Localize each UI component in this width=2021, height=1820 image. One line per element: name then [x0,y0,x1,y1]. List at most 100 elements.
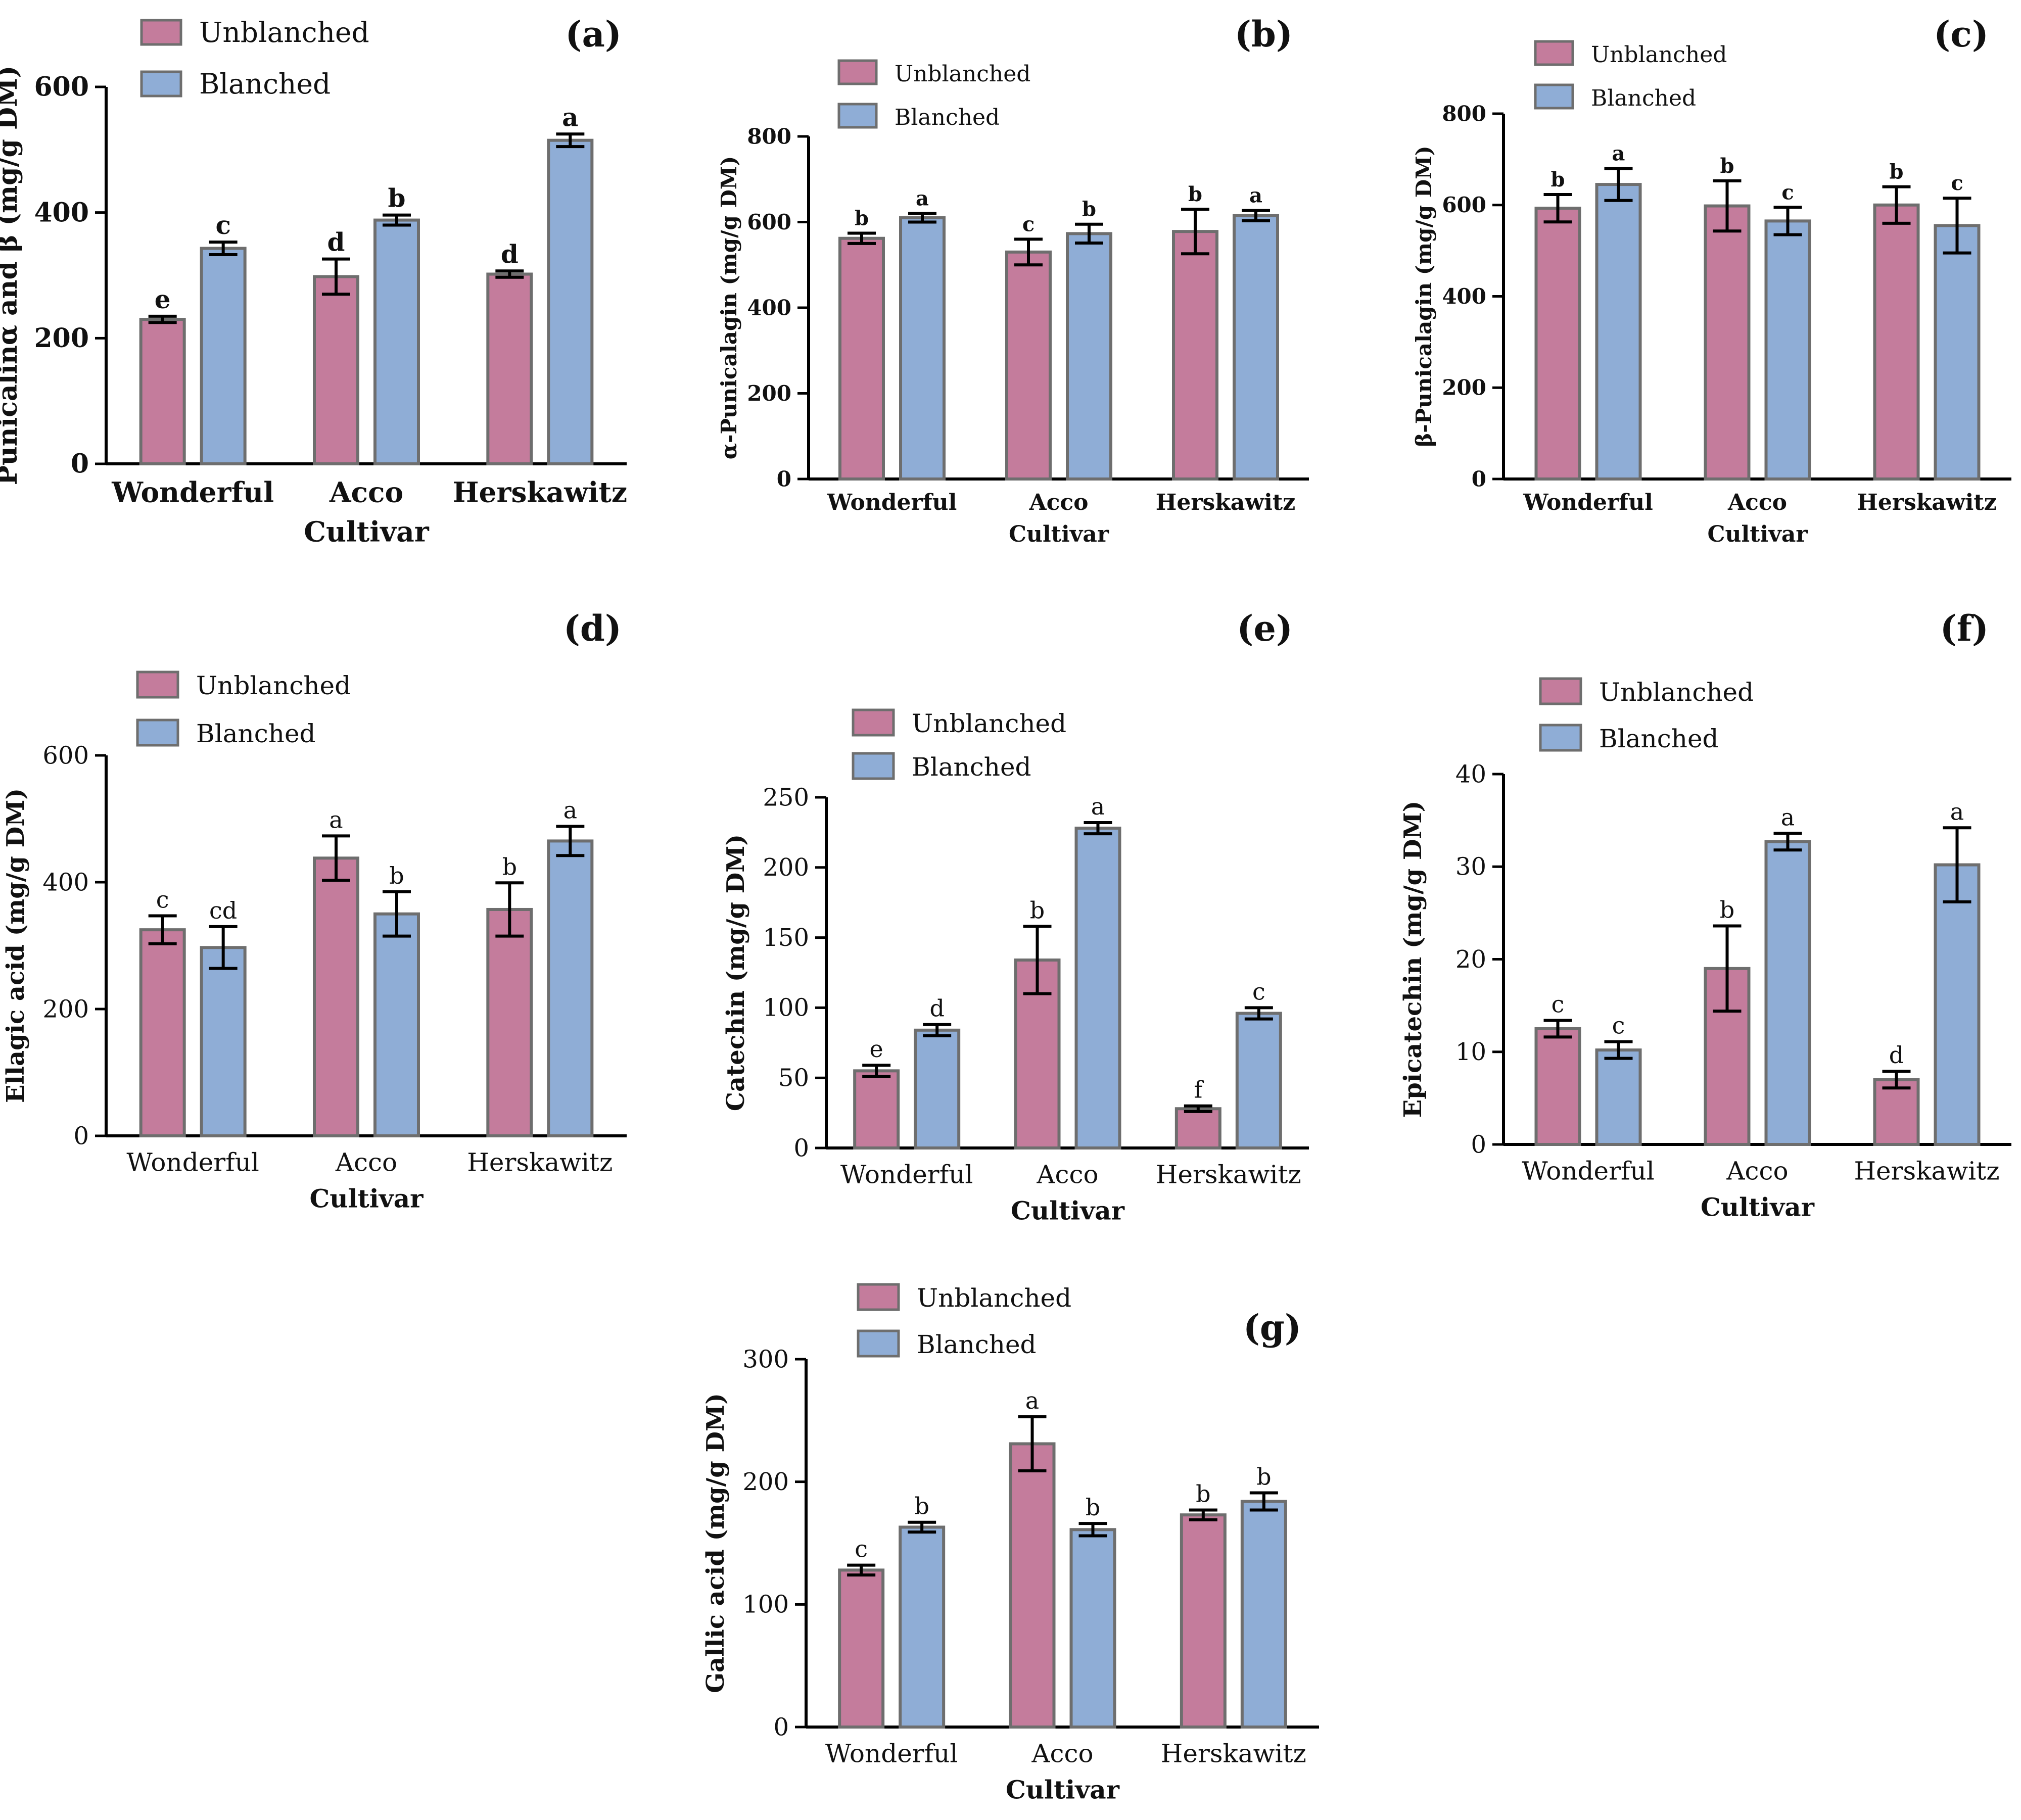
y-tick-label: 0 [1471,1130,1486,1159]
x-tick-label: Wonderful [840,1160,973,1189]
x-axis-label: Cultivar [304,515,430,548]
panel-label: (e) [1237,607,1293,649]
significance-letter: b [1256,1463,1271,1491]
error-bar [1084,821,1112,836]
x-axis-label: Cultivar [309,1184,424,1214]
significance-letter: a [329,806,343,833]
error-bar [1713,924,1742,1013]
bar-blanched-herskawitz [1233,214,1279,481]
panel-label: (c) [1934,13,1989,55]
error-bar [148,314,177,324]
significance-letter: b [1196,1480,1210,1507]
bar-blanched-wonderful [899,1525,946,1729]
bar-unblanched-acco [313,275,359,466]
panel-b: (b) Unblanched Blanched 0 200 400 600 800α-Puni… [717,13,1309,547]
error-bar [1018,1415,1047,1472]
legend-swatch-blanched [837,103,878,129]
error-bar [322,834,350,882]
significance-letter: b [502,853,517,880]
significance-letter: c [1552,990,1565,1018]
error-bar [1773,206,1802,236]
legend-label: Blanched [199,68,331,100]
legend-label: Unblanched [196,671,351,700]
significance-letter: b [389,862,404,889]
x-tick-label: Acco [329,475,403,508]
x-tick-label: Wonderful [825,1739,958,1768]
error-bar [209,241,238,256]
y-axis-label: β-Punicalagin (mg/g DM) [1412,146,1436,447]
y-tick-label: 150 [763,924,809,952]
x-tick-label: Wonderful [1522,1157,1655,1186]
panel-f: (f) Unblanched Blanched 0 10 20 30 40 Epicatechi… [1399,607,2011,1222]
significance-letter: b [1890,160,1904,184]
significance-letter: b [1082,198,1096,221]
error-bar [322,257,350,296]
error-bar [495,881,524,938]
error-bar [1249,1491,1278,1512]
bar-blanched-acco [373,218,420,465]
panel-label: (a) [565,13,622,55]
legend-label: Blanched [895,105,1000,130]
y-axis-label: Punicalinα and β (mg/g DM) [0,66,23,486]
bar-unblanched-wonderful [139,928,186,1137]
significance-letter: a [1091,793,1105,820]
significance-letter: a [1781,803,1795,831]
significance-letter: b [1086,1494,1100,1521]
legend-swatch-unblanched [1539,677,1582,705]
significance-letter: c [855,1536,868,1563]
significance-letter: b [914,1493,929,1520]
y-axis-label: Epicatechin (mg/g DM) [1399,801,1427,1118]
y-tick-label: 0 [777,466,791,491]
significance-letter: b [1030,896,1045,924]
significance-letter: b [1188,182,1202,206]
bar-blanched-wonderful [200,946,247,1137]
legend-swatch-unblanched [140,19,182,46]
significance-letter: b [388,183,406,213]
bar-unblanched-wonderful [1534,1027,1581,1146]
error-bar [1882,185,1911,225]
bar-unblanched-wonderful [838,1568,885,1729]
panel-label: (g) [1243,1307,1301,1349]
y-tick-label: 200 [1442,375,1486,400]
y-tick-label: 400 [747,295,791,320]
legend-label: Blanched [917,1330,1037,1359]
y-tick-label: 800 [1442,101,1486,126]
y-tick-label: 0 [71,449,89,480]
bar-blanched-herskawitz [1934,224,1981,481]
bar-blanched-herskawitz [547,839,594,1138]
significance-letter: c [1612,1012,1625,1039]
legend-label: Unblanched [1591,42,1727,68]
bar-unblanched-wonderful [853,1069,900,1150]
legend-swatch-unblanched [852,708,895,737]
x-axis-label: Cultivar [1011,1196,1125,1226]
y-tick-label: 600 [747,210,791,234]
significance-letter: cd [209,897,237,924]
legend-swatch-unblanched [837,59,878,85]
bar-unblanched-herskawitz [486,907,533,1137]
y-tick-label: 0 [1472,466,1486,491]
panel-c: (c) Unblanched Blanched 0 200 400 600 800β-Puni… [1412,13,2011,547]
x-axis-label: Cultivar [1701,1192,1815,1222]
legend-label: Blanched [1591,85,1696,111]
bar-blanched-wonderful [914,1028,961,1150]
error-bar [1242,209,1270,222]
y-tick-label: 0 [773,1713,789,1741]
significance-letter: f [1194,1076,1204,1104]
error-bar [923,1023,952,1037]
y-tick-label: 200 [747,381,791,406]
significance-letter: a [562,102,578,132]
x-tick-label: Herskawitz [1156,1160,1301,1189]
x-tick-label: Wonderful [827,490,957,515]
significance-letter: a [916,187,929,211]
significance-letter: b [1720,896,1734,924]
x-axis-label: Cultivar [1006,1775,1120,1805]
x-tick-label: Herskawitz [1854,1157,1999,1186]
bar-unblanched-herskawitz [1172,230,1218,481]
bar-blanched-herskawitz [1235,1012,1282,1150]
significance-letter: c [1022,212,1035,236]
bar-unblanched-herskawitz [486,272,533,465]
y-tick-label: 400 [42,868,89,896]
y-tick-label: 40 [1455,760,1486,788]
panel-d: (d) Unblanched Blanched 0 200 400 600 Ellagic a… [2,607,627,1214]
significance-letter: b [1720,154,1734,178]
